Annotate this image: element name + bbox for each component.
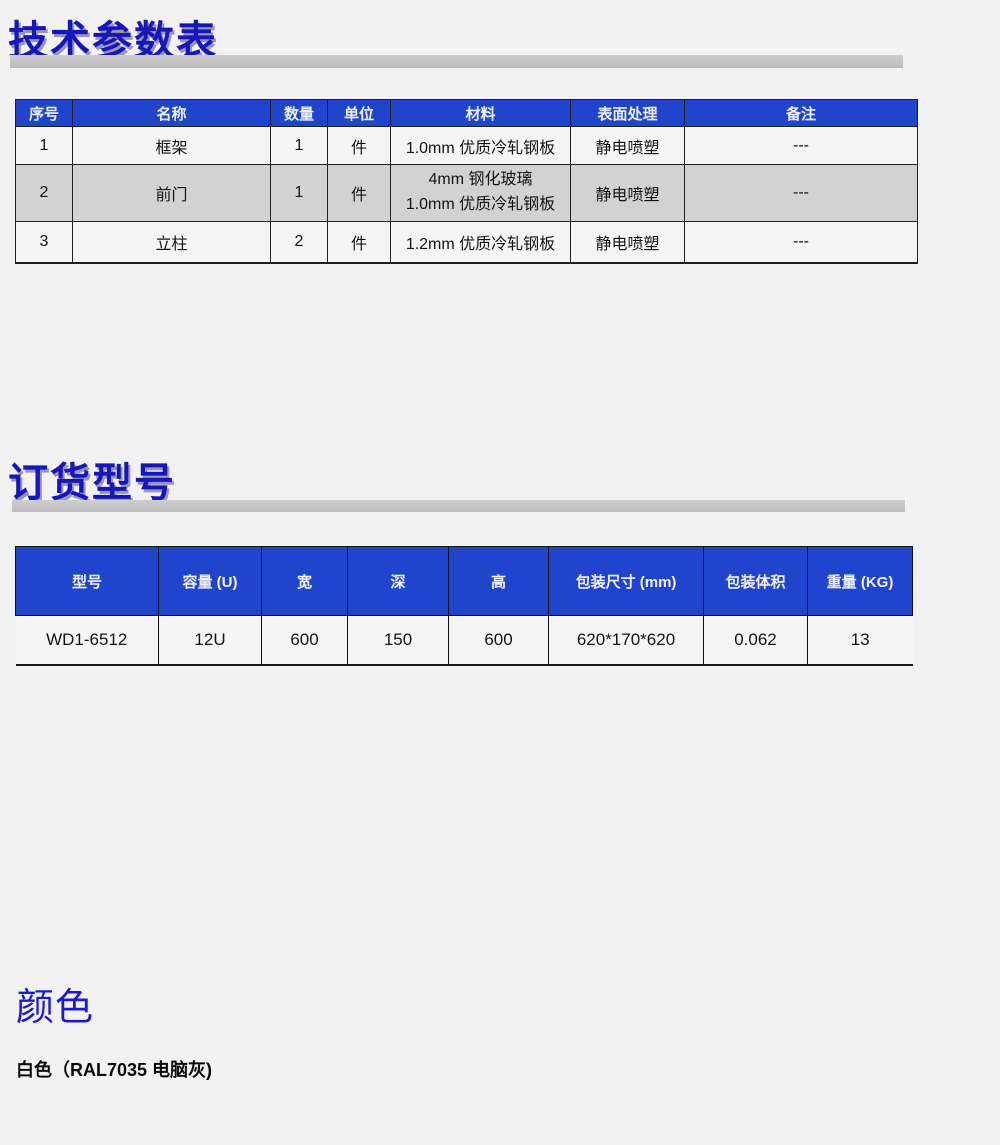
tech-cell: 1.0mm 优质冷轧钢板 <box>390 126 571 165</box>
order-cell-model: WD1-6512 <box>15 615 159 666</box>
tech-table-header-row: 序号 名称 数量 单位 材料 表面处理 备注 <box>15 99 918 127</box>
tech-cell: 静电喷塑 <box>570 221 685 263</box>
tech-header-remarks: 备注 <box>684 99 918 127</box>
tech-params-table: 序号 名称 数量 单位 材料 表面处理 备注 1 框架 1 件 1.0mm 优质… <box>15 99 918 264</box>
tech-header-name: 名称 <box>72 99 271 127</box>
tech-cell: 前门 <box>72 164 271 222</box>
order-header-height: 高 <box>448 546 549 616</box>
order-header-model: 型号 <box>15 546 159 616</box>
order-header-package-volume: 包装体积 <box>703 546 808 616</box>
tech-cell: 件 <box>327 221 391 263</box>
tech-cell: 立柱 <box>72 221 271 263</box>
order-table-header-row: 型号 容量 (U) 宽 深 高 包装尺寸 (mm) 包装体积 重量 (KG) <box>15 546 913 616</box>
tech-title-underline <box>10 55 903 68</box>
order-section-title: 订货型号 <box>8 461 176 505</box>
order-cell-package-volume: 0.062 <box>703 615 808 666</box>
tech-cell-material-multiline: 4mm 钢化玻璃 1.0mm 优质冷轧钢板 <box>390 164 571 222</box>
tech-cell: 件 <box>327 164 391 222</box>
order-header-package-size: 包装尺寸 (mm) <box>548 546 704 616</box>
tech-table-row: 2 前门 1 件 4mm 钢化玻璃 1.0mm 优质冷轧钢板 静电喷塑 --- <box>15 164 918 222</box>
tech-cell: 静电喷塑 <box>570 164 685 222</box>
order-cell-capacity: 12U <box>158 615 262 666</box>
color-value-text: 白色（RAL7035 电脑灰) <box>16 1060 213 1080</box>
tech-cell: --- <box>684 126 918 165</box>
order-header-width: 宽 <box>261 546 348 616</box>
order-cell-height: 600 <box>448 615 549 666</box>
tech-cell: 1 <box>15 126 73 165</box>
tech-cell: 静电喷塑 <box>570 126 685 165</box>
order-header-capacity: 容量 (U) <box>158 546 262 616</box>
color-section-title: 颜色 <box>16 987 95 1029</box>
order-model-table: 型号 容量 (U) 宽 深 高 包装尺寸 (mm) 包装体积 重量 (KG) W… <box>15 546 913 666</box>
order-cell-depth: 150 <box>347 615 449 666</box>
tech-cell: 1 <box>270 126 328 165</box>
order-header-depth: 深 <box>347 546 449 616</box>
tech-cell: 2 <box>270 221 328 263</box>
tech-header-quantity: 数量 <box>270 99 328 127</box>
order-cell-package-size: 620*170*620 <box>548 615 704 666</box>
order-cell-weight: 13 <box>807 615 913 666</box>
tech-table-row: 1 框架 1 件 1.0mm 优质冷轧钢板 静电喷塑 --- <box>15 126 918 165</box>
order-title-underline <box>12 500 905 512</box>
tech-table-row: 3 立柱 2 件 1.2mm 优质冷轧钢板 静电喷塑 --- <box>15 221 918 263</box>
order-table-row: WD1-6512 12U 600 150 600 620*170*620 0.0… <box>15 615 913 666</box>
tech-cell: 框架 <box>72 126 271 165</box>
tech-cell: --- <box>684 221 918 263</box>
tech-cell: 件 <box>327 126 391 165</box>
tech-header-index: 序号 <box>15 99 73 127</box>
tech-header-material: 材料 <box>390 99 571 127</box>
tech-cell: 2 <box>15 164 73 222</box>
tech-cell: 1 <box>270 164 328 222</box>
tech-header-surface: 表面处理 <box>570 99 685 127</box>
order-cell-width: 600 <box>261 615 348 666</box>
order-header-weight: 重量 (KG) <box>807 546 913 616</box>
tech-header-unit: 单位 <box>327 99 391 127</box>
tech-cell: --- <box>684 164 918 222</box>
tech-cell: 3 <box>15 221 73 263</box>
tech-cell: 1.2mm 优质冷轧钢板 <box>390 221 571 263</box>
